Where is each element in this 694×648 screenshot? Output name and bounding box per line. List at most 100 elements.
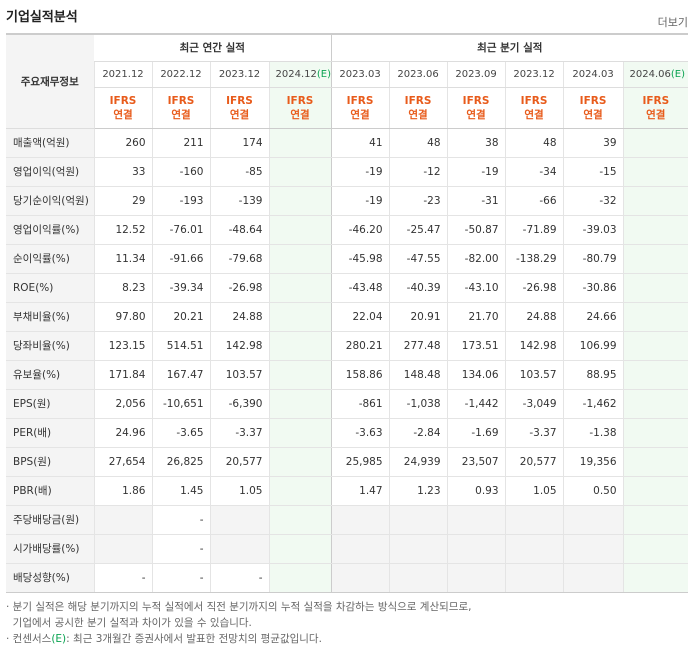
table-row: 영업이익(억원) 33 -160 -85 -19 -12 -19 -34 -15 [6, 157, 689, 187]
table-cell [93, 504, 152, 535]
period-header: 2021.12 [93, 61, 152, 88]
row-label: 시가배당률(%) [6, 534, 94, 564]
table-row: EPS(원) 2,056 -10,651 -6,390 -861 -1,038 -1,442… [6, 389, 689, 419]
table-cell [268, 186, 332, 216]
table-cell: -19 [330, 186, 390, 216]
table-cell: -32 [562, 186, 624, 216]
table-cell: 26,825 [151, 447, 210, 477]
table-row: 순이익률(%) 11.34 -91.66 -79.68 -45.98 -47.55 -82.… [6, 244, 689, 274]
consolidated-label: 연결 [171, 108, 191, 121]
table-row: ROE(%) 8.23 -39.34 -26.98 -43.48 -40.39 -43.10… [6, 273, 689, 303]
period-header: 2023.12 [209, 61, 269, 88]
table-cell [504, 504, 564, 535]
table-cell: -138.29 [504, 244, 564, 274]
table-cell: 33 [93, 157, 152, 187]
table-cell [504, 563, 564, 593]
consolidated-label: 연결 [524, 108, 544, 121]
period-header: 2022.12 [151, 61, 210, 88]
footnote-3-prefix: · 컨센서스 [6, 633, 52, 645]
footnote-3-suffix: : 최근 3개월간 증권사에서 발표한 전망치의 평균값입니다. [66, 633, 322, 645]
consolidated-label: 연결 [229, 108, 250, 121]
table-cell: -10,651 [151, 389, 210, 419]
table-row: 매출액(억원) 260 211 174 41 48 38 48 39 [6, 128, 689, 158]
period-label: 2024.03 [572, 68, 614, 80]
table-cell: 20,577 [504, 447, 564, 477]
table-cell [268, 389, 332, 419]
table-row: 영업이익률(%) 12.52 -76.01 -48.64 -46.20 -25.47 -50… [6, 214, 689, 245]
table-cell: 173.51 [446, 331, 506, 361]
table-row: 유보율(%) 171.84 167.47 103.57 158.86 148.48 134.… [6, 360, 689, 390]
table-cell: 12.52 [93, 214, 152, 245]
table-cell: 20.91 [388, 301, 448, 332]
table-cell [562, 504, 624, 535]
table-cell: -1,462 [562, 389, 624, 419]
table-cell: -861 [330, 389, 390, 419]
table-cell: 123.15 [93, 331, 152, 361]
ifrs-label: IFRS [520, 94, 548, 107]
table-cell: 20.21 [151, 301, 210, 332]
row-label: 당좌비율(%) [6, 331, 94, 361]
table-cell: -82.00 [446, 244, 506, 274]
table-cell [622, 301, 689, 332]
ifrs-label: IFRS [462, 94, 490, 107]
more-link[interactable]: 더보기 [657, 16, 688, 29]
row-label: ROE(%) [6, 273, 94, 303]
row-label: BPS(원) [6, 447, 94, 477]
table-cell: 41 [330, 128, 390, 158]
period-label: 2022.12 [160, 68, 202, 80]
period-header: 2023.09 [446, 61, 506, 88]
table-cell: 142.98 [504, 331, 564, 361]
table-cell: -3,049 [504, 389, 564, 419]
table-cell [268, 447, 332, 477]
table-cell: -91.66 [151, 244, 210, 274]
table-cell [330, 504, 390, 535]
table-cell: -25.47 [388, 214, 448, 245]
table-cell [268, 360, 332, 390]
ifrs-label: IFRS [404, 94, 432, 107]
period-label: 2023.03 [339, 68, 381, 80]
row-label: PBR(배) [6, 476, 94, 506]
ifrs-label: IFRS [286, 94, 314, 107]
accounting-standard: IFRS 연결 [93, 87, 152, 129]
row-label: 유보율(%) [6, 360, 94, 390]
table-cell: -50.87 [446, 214, 506, 245]
table-cell [622, 331, 689, 361]
accounting-standard: IFRS 연결 [622, 87, 689, 129]
table-cell: 38 [446, 128, 506, 158]
table-row: PER(배) 24.96 -3.65 -3.37 -3.63 -2.84 -1.69 -3.3… [6, 418, 689, 448]
table-cell [268, 301, 332, 332]
footnotes: · 분기 실적은 해당 분기까지의 누적 실적에서 직전 분기까지의 누적 실적… [6, 599, 471, 647]
table-cell: -3.37 [504, 418, 564, 448]
table-cell [388, 534, 448, 564]
table-cell [622, 563, 689, 593]
table-cell: -19 [330, 157, 390, 187]
financial-summary-table: 주요재무정보 최근 연간 실적 최근 분기 실적 2021.12 2022.12 2… [6, 33, 689, 593]
footnote-1: · 분기 실적은 해당 분기까지의 누적 실적에서 직전 분기까지의 누적 실적… [6, 601, 472, 613]
table-cell: -26.98 [504, 273, 564, 303]
table-cell: 88.95 [562, 360, 624, 390]
table-cell: -43.10 [446, 273, 506, 303]
table-cell [388, 504, 448, 535]
table-cell: - [209, 563, 269, 593]
accounting-standard: IFRS 연결 [209, 87, 269, 129]
table-cell: -160 [151, 157, 210, 187]
table-cell: -71.89 [504, 214, 564, 245]
table-cell: 22.04 [330, 301, 390, 332]
section-title: 기업실적분석 [6, 10, 78, 25]
table-cell: 24.96 [93, 418, 152, 448]
period-header: 2024.03 [562, 61, 624, 88]
period-header: 2024.12(E) [268, 61, 332, 88]
table-cell: -39.34 [151, 273, 210, 303]
table-cell: 48 [504, 128, 564, 158]
table-cell [622, 273, 689, 303]
row-label: 배당성향(%) [6, 563, 94, 593]
table-cell: -19 [446, 157, 506, 187]
table-cell [209, 534, 269, 564]
table-cell: -43.48 [330, 273, 390, 303]
table-cell: 19,356 [562, 447, 624, 477]
table-cell [622, 157, 689, 187]
table-cell [622, 504, 689, 535]
table-cell: 24.88 [209, 301, 269, 332]
table-cell: 21.70 [446, 301, 506, 332]
table-cell: -139 [209, 186, 269, 216]
